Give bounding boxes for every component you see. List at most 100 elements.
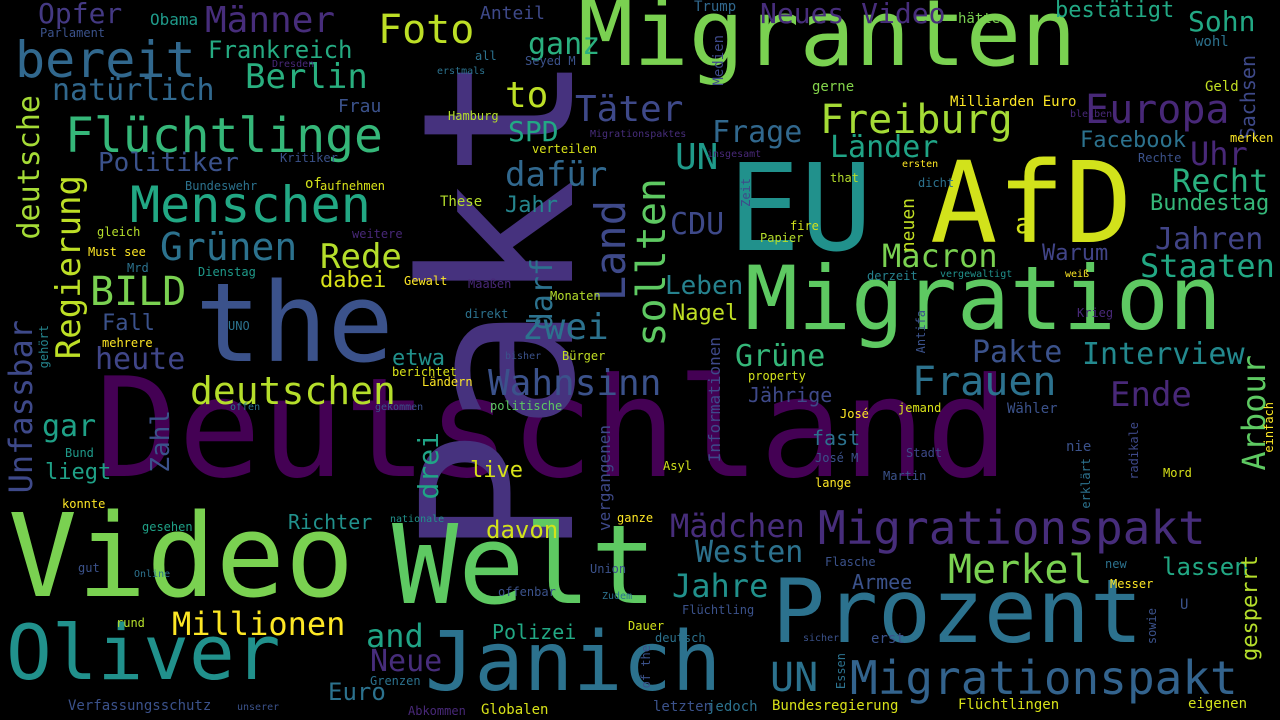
word-obama: Obama (150, 10, 199, 29)
word-oliver: Oliver (6, 608, 281, 697)
word-afd: AfD (930, 139, 1133, 269)
word-gehoert: gehört (37, 325, 51, 369)
word-europa: Europa (1085, 87, 1230, 133)
word-nie: nie (1066, 439, 1092, 455)
word-rund: rund (116, 616, 145, 630)
word-live: live (470, 458, 523, 483)
word-migrationspakt: Migrationspakt (850, 651, 1238, 705)
word-eigenen: eigenen (1188, 696, 1248, 712)
word-aufnehmen: aufnehmen (320, 179, 386, 193)
word-all: all (475, 49, 497, 63)
word-milliarden-euro: Milliarden Euro (950, 94, 1077, 110)
word-mehrere: mehrere (102, 336, 153, 350)
word-bundestag: Bundestag (1150, 191, 1270, 216)
word-deutsch: deutsch (655, 631, 706, 645)
word-zeit: Zeit (739, 178, 753, 207)
word-politiker: Politiker (98, 148, 239, 178)
word-erst: erst (871, 631, 905, 647)
word-ersten: ersten (902, 159, 939, 170)
word-abkommen: Abkommen (408, 704, 466, 718)
word-haette: hätte (958, 11, 1001, 27)
word-nagel: Nagel (672, 301, 739, 326)
word-property: property (748, 369, 806, 383)
word-flasche: Flasche (825, 555, 876, 569)
word-sicher: sicher (803, 633, 840, 644)
word-weiss: weiß (1065, 269, 1090, 280)
word-globalen: Globalen (481, 702, 549, 718)
word-un: UN (675, 137, 719, 178)
word-offen: offen (230, 402, 261, 413)
word-frage: Frage (712, 115, 803, 150)
word-to: to (505, 75, 549, 116)
word-cdu: CDU (670, 207, 725, 242)
word-dauer: Dauer (628, 619, 665, 633)
word-bundeswehr: Bundeswehr (185, 179, 258, 193)
word-messer: Messer (1110, 577, 1154, 591)
word-gruenen: Grünen (160, 225, 298, 269)
word-fluechtling: Flüchtling (682, 603, 755, 617)
word-merkel: Merkel (948, 547, 1093, 593)
word-staaten: Staaten (1140, 247, 1275, 285)
word-mord: Mord (1163, 466, 1192, 480)
word-fire: fire (790, 219, 819, 233)
word-fluechtlinge: Flüchtlinge (65, 108, 383, 164)
word-etwa: etwa (392, 346, 445, 371)
word-nationale: nationale (390, 514, 445, 525)
word-medien: Medien (711, 35, 727, 86)
word-direkt: direkt (465, 307, 509, 321)
word-bestaetigt: bestätigt (1055, 0, 1175, 23)
word-vergangenen: vergangenen (595, 425, 614, 531)
word-jahr: Jahr (505, 193, 558, 218)
word-of-the: of the (639, 645, 653, 689)
word-drei: drei (412, 432, 445, 500)
word-janich: Janich (425, 615, 722, 710)
word-leben: Leben (665, 271, 744, 301)
word-regierung: Regierung (49, 175, 89, 360)
word-mrd: Mrd (127, 261, 149, 275)
word-migration: Migration (745, 247, 1222, 350)
word-vergewaltigt: vergewaltigt (940, 269, 1013, 280)
word-these: These (440, 194, 483, 210)
word-frau: Frau (338, 96, 382, 117)
word-maedchen: Mädchen (670, 507, 805, 545)
word-kritiker: Kritiker (280, 151, 338, 165)
word-antifa: Antifa (914, 310, 928, 354)
word-heute: heute (95, 342, 186, 377)
word-frauen: Frauen (912, 359, 1057, 405)
word-fast: fast (812, 426, 861, 450)
word-hamburg: Hamburg (448, 109, 499, 123)
word-dafuer: dafür (505, 155, 608, 195)
word-parlament: Parlament (40, 26, 106, 40)
word-erstmals: erstmals (437, 66, 486, 77)
word-letzten: letzten (653, 699, 713, 715)
word-jahren: Jahren (1155, 222, 1264, 257)
word-facebook: Facebook (1080, 128, 1186, 153)
word-wahnsinn: Wahnsinn (488, 363, 662, 404)
word-ganze: ganze (617, 511, 654, 525)
word-anteil: Anteil (480, 3, 546, 24)
word-merken: merken (1230, 131, 1274, 145)
word-uno: UNO (228, 319, 250, 333)
word-sohn: Sohn (1188, 5, 1256, 38)
word-ende: Ende (1110, 375, 1192, 415)
word-trump: Trump (694, 0, 737, 15)
word-migrationspaktes: Migrationspaktes (590, 129, 687, 140)
word-gekommen: gekommen (375, 402, 424, 413)
word-geld: Geld (1205, 79, 1239, 95)
word-interview: Interview (1082, 337, 1245, 372)
word-union: Union (590, 562, 627, 576)
word-armee: Armee (852, 570, 913, 594)
word-natuerlich: natürlich (52, 73, 215, 108)
word-gerne: gerne (812, 79, 855, 95)
word-maassen: Maaßen (468, 277, 512, 291)
word-jedoch: jedoch (707, 699, 758, 715)
word-wohl: wohl (1195, 34, 1229, 50)
word-liegt: liegt (45, 460, 112, 485)
word-the: the (195, 259, 394, 387)
word-must-see: Must see (88, 245, 146, 259)
word-deutsche: deutsche (12, 95, 47, 240)
word-video: Video (8, 490, 355, 624)
word-lassen: lassen (1162, 553, 1249, 581)
word-zahl: Zahl (146, 410, 176, 473)
word-jemand: jemand (898, 401, 942, 415)
